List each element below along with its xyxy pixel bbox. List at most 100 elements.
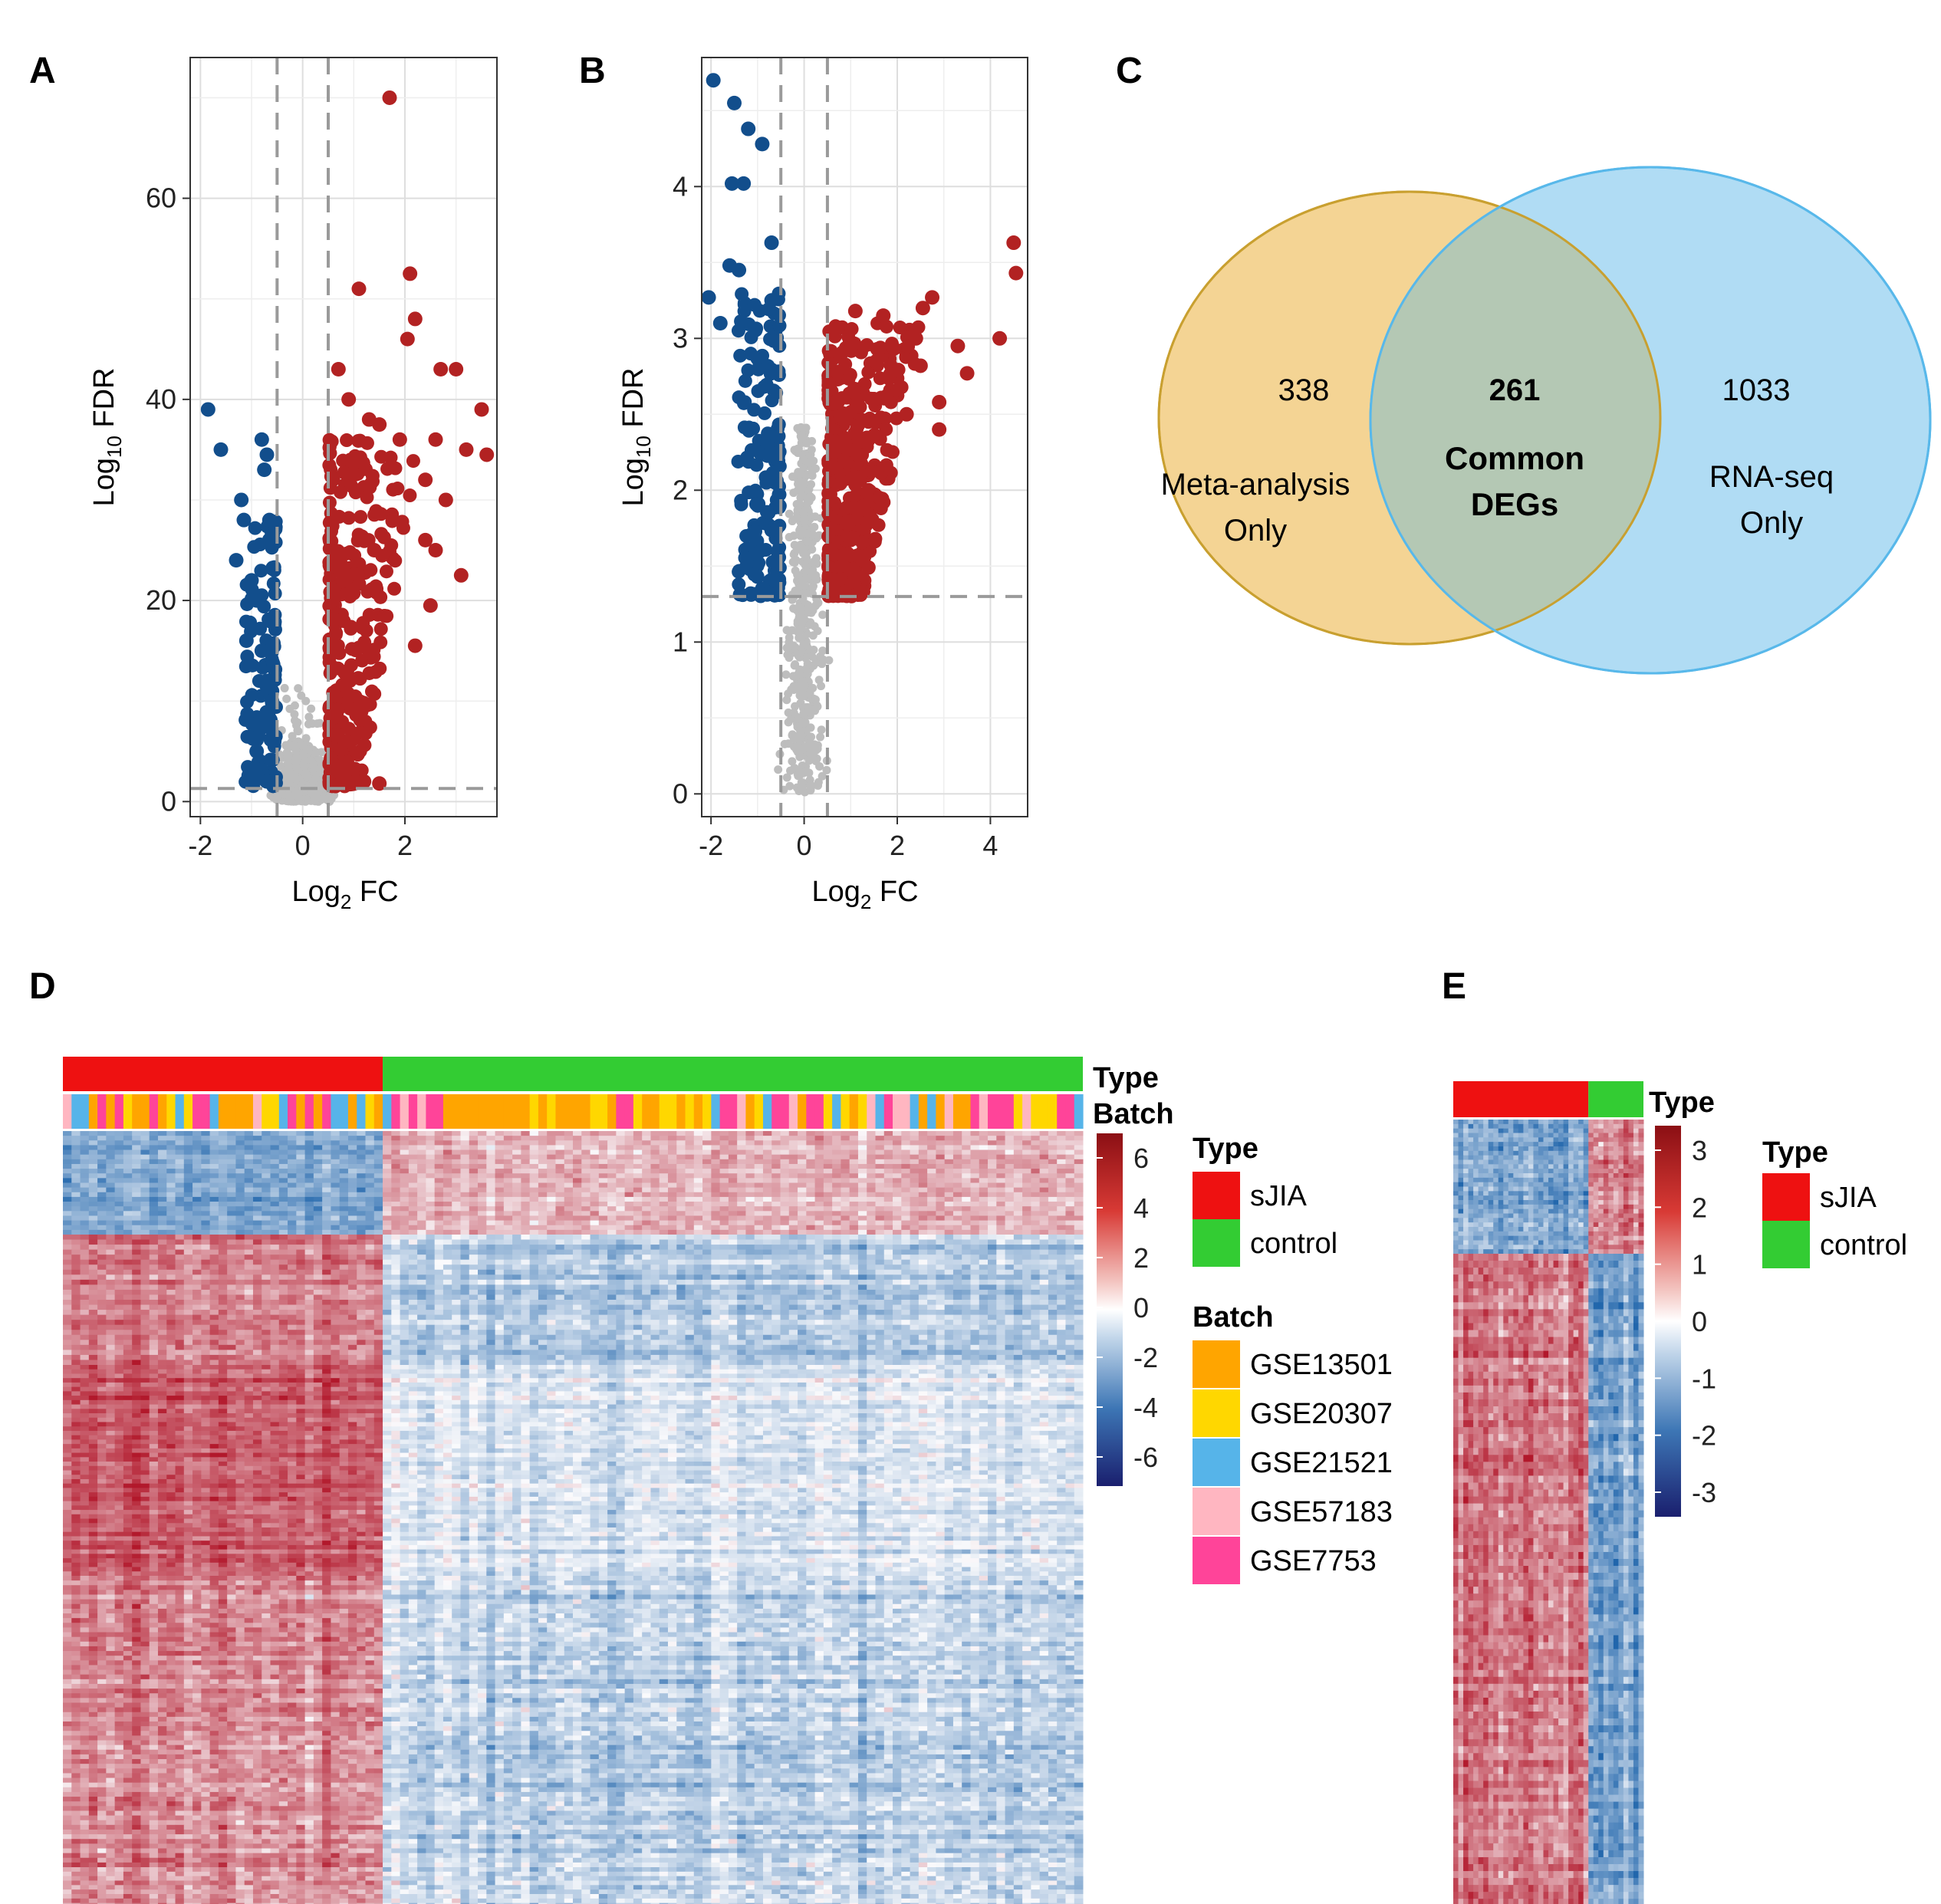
point-up	[362, 646, 376, 660]
point-up	[342, 511, 356, 525]
point-up	[374, 450, 388, 464]
point-down	[214, 442, 229, 457]
point-up	[387, 582, 401, 596]
point-ns	[791, 660, 799, 669]
point-down	[243, 616, 257, 630]
point-up	[323, 446, 337, 460]
point-up	[360, 491, 373, 505]
point-ns	[292, 774, 301, 783]
point-up	[400, 332, 415, 347]
point-up	[354, 695, 367, 709]
point-ns	[774, 765, 782, 774]
y-tick-label: 60	[146, 183, 176, 214]
point-up	[341, 392, 356, 406]
point-up	[408, 311, 423, 326]
point-up	[364, 563, 377, 577]
point-ns	[814, 626, 822, 635]
point-up	[331, 362, 346, 377]
point-ns	[810, 557, 818, 566]
point-down	[255, 432, 269, 447]
point-down	[268, 739, 281, 753]
point-down	[234, 492, 248, 507]
point-up	[344, 620, 358, 633]
point-ns	[282, 695, 291, 703]
point-down	[262, 513, 277, 528]
point-up	[369, 504, 383, 518]
panel-label-a: A	[29, 51, 56, 91]
point-ns	[311, 796, 319, 804]
point-ns	[818, 725, 826, 734]
point-ns	[294, 684, 302, 692]
point-up	[390, 482, 404, 495]
point-up	[380, 564, 393, 578]
point-up	[393, 432, 407, 447]
point-up	[348, 567, 362, 581]
point-up	[331, 704, 344, 718]
point-down	[239, 633, 254, 648]
x-tick-label: 2	[397, 830, 413, 861]
point-ns	[301, 697, 310, 705]
point-up	[374, 622, 388, 636]
point-down	[229, 553, 244, 567]
point-up	[403, 266, 417, 281]
point-up	[389, 462, 403, 475]
point-ns	[307, 705, 315, 713]
volcano-plot-b: -2 0 2 401234 Log2 FC Log10 FDR	[617, 58, 1028, 913]
y-tick-label: 40	[146, 383, 176, 415]
point-ns	[790, 531, 798, 540]
point-ns	[814, 599, 822, 607]
panel-label-b: B	[579, 51, 606, 91]
point-ns	[785, 653, 793, 662]
point-down	[249, 594, 264, 608]
point-up	[360, 623, 373, 637]
point-ns	[810, 523, 818, 531]
figure: A B C D E -2 0 20204060 Log2 FC Log10 FDR …	[0, 0, 1941, 1904]
point-up	[369, 665, 383, 679]
x-tick-label: -2	[188, 830, 212, 861]
y-tick-label: 20	[146, 584, 176, 616]
point-up	[388, 554, 402, 567]
point-up	[357, 774, 371, 789]
point-ns	[811, 512, 820, 521]
point-up	[418, 472, 433, 487]
volcano-a-ylabel: Log10 FDR	[88, 368, 126, 507]
point-up	[377, 531, 391, 544]
point-down	[255, 643, 269, 658]
point-ns	[292, 764, 301, 772]
point-up	[406, 454, 420, 468]
panel-label-e: E	[1442, 966, 1466, 1007]
point-up	[352, 528, 366, 541]
point-up	[360, 436, 374, 450]
point-ns	[285, 705, 294, 713]
point-up	[344, 479, 358, 493]
point-down	[247, 540, 261, 554]
point-up	[359, 726, 373, 740]
point-up	[365, 582, 379, 596]
point-up	[479, 447, 494, 462]
point-up	[433, 362, 448, 377]
point-ns	[303, 745, 311, 754]
volcano-plot-a: -2 0 20204060 Log2 FC Log10 FDR	[88, 58, 497, 913]
point-ns	[292, 721, 301, 729]
point-ns	[818, 610, 827, 619]
point-up	[354, 672, 367, 686]
point-up	[367, 543, 382, 557]
point-ns	[274, 792, 282, 801]
point-up	[454, 568, 469, 583]
point-up	[354, 510, 367, 524]
point-up	[449, 362, 463, 377]
point-ns	[788, 732, 796, 740]
volcano-a-xlabel: Log2 FC	[291, 876, 398, 913]
point-up	[403, 488, 416, 502]
point-up	[429, 432, 443, 447]
point-up	[475, 402, 489, 416]
point-up	[340, 735, 354, 749]
point-up	[345, 642, 359, 656]
point-down	[240, 707, 254, 721]
point-up	[348, 449, 362, 463]
point-up	[429, 543, 443, 557]
point-ns	[313, 719, 321, 728]
point-up	[366, 475, 380, 488]
point-up	[323, 561, 337, 574]
point-down	[240, 649, 254, 663]
